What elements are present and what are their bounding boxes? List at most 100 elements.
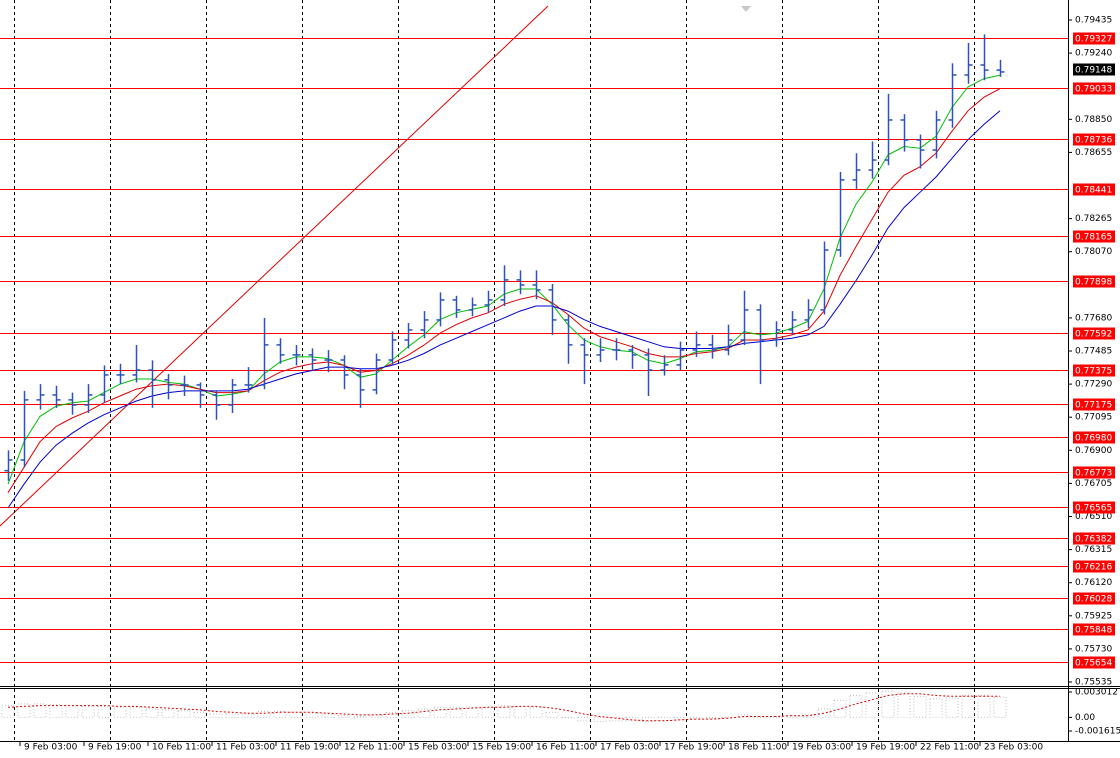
histogram-bar bbox=[609, 716, 623, 722]
histogram-bar bbox=[433, 706, 447, 718]
histogram-bar bbox=[17, 703, 31, 718]
level-label: 0.78736 bbox=[1075, 136, 1112, 146]
level-label: 0.76980 bbox=[1075, 434, 1112, 444]
histogram-bar bbox=[353, 716, 367, 718]
level-label: 0.76028 bbox=[1075, 595, 1112, 605]
x-tick-label: 15 Feb 03:00 bbox=[408, 743, 467, 753]
x-tick-label: 22 Feb 11:00 bbox=[920, 743, 979, 753]
histogram-bar bbox=[417, 708, 431, 718]
level-label-box bbox=[1073, 560, 1115, 573]
histogram-bar bbox=[337, 715, 351, 718]
last-price-label: 0.79148 bbox=[1075, 66, 1112, 76]
histogram-bar bbox=[977, 694, 991, 718]
histogram-bar bbox=[817, 708, 831, 718]
level-label-box bbox=[1073, 592, 1115, 605]
shift-marker bbox=[741, 6, 751, 12]
level-label-box bbox=[1073, 501, 1115, 514]
histogram-bar bbox=[833, 700, 847, 718]
histogram-bar bbox=[225, 713, 239, 718]
x-tick-label: 9 Feb 19:00 bbox=[88, 743, 142, 753]
x-tick-label: 12 Feb 11:00 bbox=[344, 743, 403, 753]
x-tick-label: 16 Feb 11:00 bbox=[536, 743, 595, 753]
level-label: 0.78441 bbox=[1075, 186, 1112, 196]
main-pane bbox=[0, 0, 1068, 686]
level-label-box bbox=[1073, 466, 1115, 479]
level-label-box bbox=[1073, 656, 1115, 669]
x-tick-label: 19 Feb 03:00 bbox=[792, 743, 851, 753]
level-label: 0.79033 bbox=[1075, 85, 1112, 95]
level-label: 0.77898 bbox=[1075, 278, 1112, 288]
x-tick-label: 10 Feb 11:00 bbox=[152, 743, 211, 753]
histogram-bar bbox=[849, 694, 863, 718]
indicator-pane bbox=[1, 689, 1007, 741]
level-label: 0.76565 bbox=[1075, 504, 1112, 514]
histogram-bar bbox=[465, 706, 479, 718]
indicator-tick-label: 0.003012 bbox=[1075, 688, 1118, 698]
level-label: 0.75654 bbox=[1075, 659, 1112, 669]
histogram-bar bbox=[641, 716, 655, 723]
histogram-bar bbox=[865, 692, 879, 718]
level-label-box bbox=[1073, 275, 1115, 288]
histogram-bar bbox=[545, 711, 559, 718]
level-label-box bbox=[1073, 398, 1115, 411]
level-label-box bbox=[1073, 183, 1115, 196]
level-label: 0.76382 bbox=[1075, 535, 1112, 545]
histogram-bar bbox=[593, 716, 607, 723]
indicator-tick-label: -0.001615 bbox=[1075, 727, 1120, 737]
histogram-bar bbox=[1, 705, 15, 718]
histogram-bar bbox=[49, 704, 63, 718]
indicator-tick-label: 0.00 bbox=[1075, 713, 1095, 723]
y-tick-label: 0.77095 bbox=[1075, 413, 1112, 423]
histogram-bar bbox=[689, 716, 703, 719]
y-tick-label: 0.77485 bbox=[1075, 347, 1112, 357]
level-label: 0.78165 bbox=[1075, 233, 1112, 243]
level-label: 0.76773 bbox=[1075, 469, 1112, 479]
histogram-bar bbox=[401, 710, 415, 718]
trend-line bbox=[0, 5, 549, 527]
histogram-bar bbox=[993, 696, 1007, 718]
x-tick-label: 9 Feb 03:00 bbox=[24, 743, 78, 753]
y-tick-label: 0.78850 bbox=[1075, 115, 1112, 125]
histogram-bar bbox=[945, 697, 959, 718]
x-tick-label: 11 Feb 03:00 bbox=[216, 743, 275, 753]
histogram-bar bbox=[705, 716, 719, 719]
level-label-box bbox=[1073, 364, 1115, 377]
y-tick-label: 0.76315 bbox=[1075, 545, 1112, 555]
histogram-bar bbox=[321, 713, 335, 718]
y-tick-label: 0.75925 bbox=[1075, 611, 1112, 621]
level-label: 0.77375 bbox=[1075, 367, 1112, 377]
level-label: 0.76216 bbox=[1075, 563, 1112, 573]
histogram-bar bbox=[497, 705, 511, 718]
y-tick-label: 0.75730 bbox=[1075, 644, 1112, 654]
y-tick-label: 0.76510 bbox=[1075, 512, 1112, 522]
level-label: 0.77592 bbox=[1075, 330, 1112, 340]
y-tick-label: 0.76120 bbox=[1075, 578, 1112, 588]
level-label-box bbox=[1073, 230, 1115, 243]
x-tick-label: 15 Feb 19:00 bbox=[472, 743, 531, 753]
last-price-box bbox=[1073, 63, 1115, 76]
level-label-box bbox=[1073, 623, 1115, 636]
x-tick-label: 23 Feb 03:00 bbox=[984, 743, 1043, 753]
level-label-box bbox=[1073, 133, 1115, 146]
histogram-bar bbox=[897, 692, 911, 718]
y-tick-label: 0.75535 bbox=[1075, 678, 1112, 688]
histogram-bar bbox=[801, 714, 815, 718]
x-tick-label: 19 Feb 19:00 bbox=[856, 743, 915, 753]
histogram-bar bbox=[961, 694, 975, 718]
histogram-bar bbox=[257, 710, 271, 718]
y-tick-label: 0.78655 bbox=[1075, 148, 1112, 158]
histogram-bar bbox=[561, 716, 575, 719]
x-tick-label: 17 Feb 03:00 bbox=[600, 743, 659, 753]
histogram-bar bbox=[673, 716, 687, 720]
histogram-bar bbox=[33, 703, 47, 718]
level-label-box bbox=[1073, 82, 1115, 95]
histogram-bar bbox=[529, 706, 543, 718]
histogram-bar bbox=[737, 714, 751, 718]
histogram-bar bbox=[577, 716, 591, 722]
level-label: 0.77175 bbox=[1075, 401, 1112, 411]
histogram-bar bbox=[881, 690, 895, 718]
level-label-box bbox=[1073, 327, 1115, 340]
